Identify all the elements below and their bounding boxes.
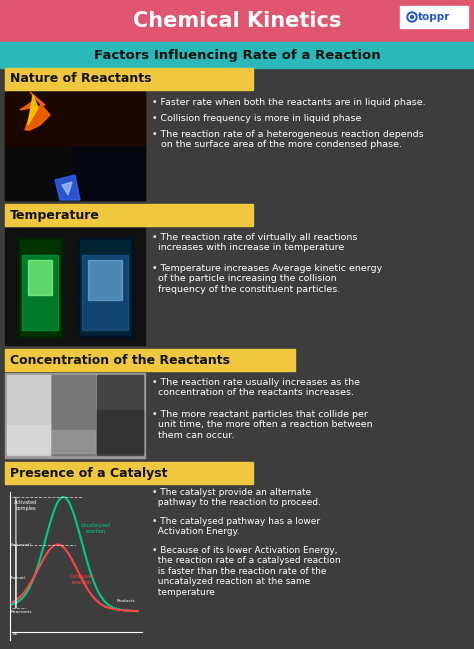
Bar <box>7 425 50 453</box>
Text: Factors Influencing Rate of a Reaction: Factors Influencing Rate of a Reaction <box>94 49 380 62</box>
Bar <box>5 204 253 226</box>
Text: • The reaction rate usually increases as the
  concentration of the reactants in: • The reaction rate usually increases as… <box>152 378 360 397</box>
Text: • The reaction rate of a heterogeneous reaction depends
   on the surface area o: • The reaction rate of a heterogeneous r… <box>152 130 424 149</box>
Bar <box>78 238 133 338</box>
Text: Uncatalyzed
reaction: Uncatalyzed reaction <box>81 523 111 534</box>
Bar <box>97 375 143 455</box>
Text: • The reaction rate of virtually all reactions
  increases with increase in temp: • The reaction rate of virtually all rea… <box>152 233 357 252</box>
Text: Catalyzed
reaction: Catalyzed reaction <box>70 574 94 585</box>
Bar <box>0 0 474 42</box>
Bar <box>73 147 145 200</box>
Polygon shape <box>20 240 60 335</box>
Text: Ea(cat): Ea(cat) <box>10 576 26 580</box>
Text: Nature of Reactants: Nature of Reactants <box>10 73 152 86</box>
Polygon shape <box>22 255 58 330</box>
Bar <box>0 42 474 68</box>
Bar <box>5 228 145 345</box>
Text: • The catalysed pathway has a lower
  Activation Energy.: • The catalysed pathway has a lower Acti… <box>152 517 320 537</box>
Circle shape <box>410 16 413 19</box>
Polygon shape <box>28 95 38 125</box>
Polygon shape <box>28 260 52 295</box>
Bar <box>52 375 95 455</box>
Bar <box>5 92 145 200</box>
Polygon shape <box>55 175 80 200</box>
Bar <box>18 238 63 338</box>
Bar <box>5 462 253 484</box>
Text: • Collision frequency is more in liquid phase: • Collision frequency is more in liquid … <box>152 114 361 123</box>
Bar <box>7 375 50 455</box>
Text: Activated
complex: Activated complex <box>14 500 37 511</box>
Text: • The more reactant particles that collide per
  unit time, the more often a rea: • The more reactant particles that colli… <box>152 410 373 440</box>
Text: • The catalyst provide an alternate
  pathway to the reaction to proceed.: • The catalyst provide an alternate path… <box>152 488 321 508</box>
Text: Products: Products <box>117 599 136 603</box>
Bar <box>52 430 95 453</box>
Text: toppr: toppr <box>418 12 450 22</box>
Bar <box>5 349 295 371</box>
Text: Reactants: Reactants <box>10 610 32 615</box>
Circle shape <box>407 12 417 22</box>
Text: • Because of its lower Activation Energy,
  the reaction rate of a catalysed rea: • Because of its lower Activation Energy… <box>152 546 341 596</box>
Polygon shape <box>20 92 50 130</box>
Polygon shape <box>80 240 130 335</box>
Text: Concentration of the Reactants: Concentration of the Reactants <box>10 354 230 367</box>
Text: Presence of a Catalyst: Presence of a Catalyst <box>10 467 167 480</box>
Text: Chemical Kinetics: Chemical Kinetics <box>133 11 341 31</box>
Text: • Temperature increases Average kinetic energy
  of the particle increasing the : • Temperature increases Average kinetic … <box>152 264 382 294</box>
Circle shape <box>409 14 415 20</box>
Text: Ea(uncat): Ea(uncat) <box>10 543 32 546</box>
Text: ΔE: ΔE <box>13 632 18 636</box>
Bar <box>97 410 143 453</box>
Polygon shape <box>62 182 72 195</box>
Polygon shape <box>88 260 122 300</box>
Text: Temperature: Temperature <box>10 208 100 221</box>
Bar <box>400 6 468 28</box>
Polygon shape <box>82 255 128 330</box>
Bar <box>5 373 145 458</box>
Bar <box>5 92 145 147</box>
Bar <box>5 68 253 90</box>
Text: • Faster rate when both the reactants are in liquid phase.: • Faster rate when both the reactants ar… <box>152 98 426 107</box>
Bar <box>5 147 73 200</box>
